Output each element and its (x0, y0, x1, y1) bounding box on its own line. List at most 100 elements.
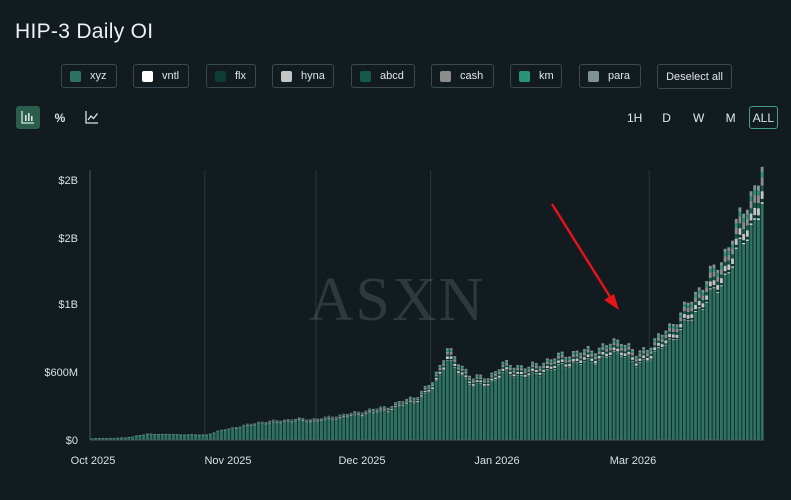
bar-segment-hyna (364, 413, 368, 415)
bar-segment-flx (690, 318, 694, 320)
bar-segment-abcd (468, 380, 472, 382)
bar-segment-abcd (719, 274, 723, 279)
bar-segment-flx (708, 286, 712, 289)
bar-segment-para (512, 367, 516, 370)
bar-segment-hyna (412, 401, 416, 403)
range-button-all[interactable]: ALL (748, 106, 778, 129)
bar-segment-cash (316, 419, 320, 421)
bar-segment-km (464, 370, 468, 372)
range-button-1h[interactable]: 1H (626, 110, 643, 125)
bar-segment-para (494, 371, 497, 373)
bar-segment-xyz (379, 411, 383, 440)
bar-segment-flx (686, 318, 690, 321)
bar-segment-cash (734, 227, 738, 235)
legend-item-vntl[interactable]: vntl (133, 64, 189, 88)
bar-segment-hyna (482, 383, 486, 386)
legend-item-para[interactable]: para (579, 64, 641, 88)
bar-segment-xyz (416, 402, 420, 440)
bar-segment-hyna (523, 374, 527, 377)
bar-segment-km (671, 326, 675, 329)
bar-segment-xyz (494, 380, 497, 440)
bar-segment-vntl (723, 273, 727, 275)
bar-segment-flx (723, 271, 727, 274)
bar-segment-flx (753, 215, 757, 219)
bar-segment-para (497, 369, 501, 371)
bar-segment-xyz (231, 428, 235, 440)
bar-segment-hyna (386, 410, 390, 412)
bar-segment-hyna (694, 305, 697, 310)
bar-segment-xyz (401, 406, 405, 440)
bar-segment-km (357, 412, 360, 413)
bar-segment-hyna (757, 208, 760, 216)
bar-segment-flx (605, 356, 609, 358)
bar-segment-km (501, 363, 505, 365)
bar-segment-para (505, 360, 509, 362)
bar-segment-hyna (301, 419, 305, 421)
bar-segment-xyz (508, 375, 512, 440)
range-button-w[interactable]: W (692, 110, 705, 125)
bar-segment-flx (542, 371, 546, 373)
legend-item-abcd[interactable]: abcd (351, 64, 415, 88)
bar-segment-vntl (734, 247, 738, 249)
legend-item-cash[interactable]: cash (431, 64, 494, 88)
bar-segment-km (668, 325, 672, 328)
bar-segment-xyz (97, 438, 101, 440)
bar-segment-cash (682, 306, 686, 312)
percent-button[interactable]: % (48, 106, 72, 129)
bar-segment-abcd (386, 410, 390, 411)
bar-segment-flx (553, 368, 557, 370)
bar-segment-cash (745, 218, 749, 226)
range-button-m[interactable]: M (725, 110, 736, 125)
bar-segment-flx (475, 382, 479, 383)
bar-segment-xyz (108, 438, 112, 440)
bar-segment-cash (364, 411, 368, 413)
bar-segment-hyna (453, 363, 457, 367)
bar-segment-xyz (408, 402, 412, 440)
bar-segment-para (531, 361, 534, 364)
bar-segment-xyz (175, 434, 179, 440)
bar-segment-abcd (601, 349, 605, 352)
legend-item-flx[interactable]: flx (206, 64, 256, 88)
bar-segment-para (579, 352, 583, 355)
bar-segment-hyna (679, 323, 683, 328)
bar-segment-abcd (612, 345, 616, 348)
legend-item-hyna[interactable]: hyna (272, 64, 334, 88)
bar-segment-hyna (323, 418, 327, 420)
bar-segment-flx (460, 374, 464, 376)
bar-segment-xyz (164, 434, 168, 440)
bar-segment-xyz (182, 435, 186, 440)
bar-segment-flx (716, 289, 720, 292)
deselect-all-button[interactable]: Deselect all (657, 64, 732, 89)
line-chart-button[interactable] (80, 106, 104, 129)
bar-segment-km (582, 350, 586, 353)
bar-segment-cash (575, 354, 579, 357)
bar-segment-xyz (727, 273, 731, 440)
bar-segment-km (682, 304, 686, 307)
bar-segment-km (401, 402, 405, 403)
bar-segment-cash (586, 349, 590, 353)
bar-segment-flx (508, 373, 512, 375)
bar-segment-abcd (423, 389, 427, 391)
bar-segment-xyz (368, 412, 372, 440)
bar-segment-cash (486, 380, 490, 383)
bar-segment-abcd (638, 356, 642, 359)
bar-segment-cash (623, 348, 627, 352)
bar-segment-abcd (471, 382, 475, 385)
bar-segment-vntl (727, 272, 731, 274)
bar-segment-vntl (753, 218, 757, 220)
bar-segment-cash (271, 420, 275, 421)
bar-segment-km (457, 365, 460, 368)
bar-segment-cash (408, 398, 412, 400)
bar-segment-para (386, 407, 390, 409)
bar-segment-hyna (512, 374, 516, 377)
bar-segment-xyz (371, 413, 375, 440)
bar-segment-xyz (705, 302, 709, 440)
range-button-d[interactable]: D (662, 110, 671, 125)
bar-segment-hyna (686, 314, 690, 319)
bar-segment-cash (394, 403, 397, 405)
bar-segment-abcd (512, 372, 516, 375)
bar-chart-button[interactable] (16, 106, 40, 129)
bar-segment-cash (690, 307, 694, 312)
legend-item-xyz[interactable]: xyz (61, 64, 117, 88)
legend-item-km[interactable]: km (510, 64, 562, 88)
